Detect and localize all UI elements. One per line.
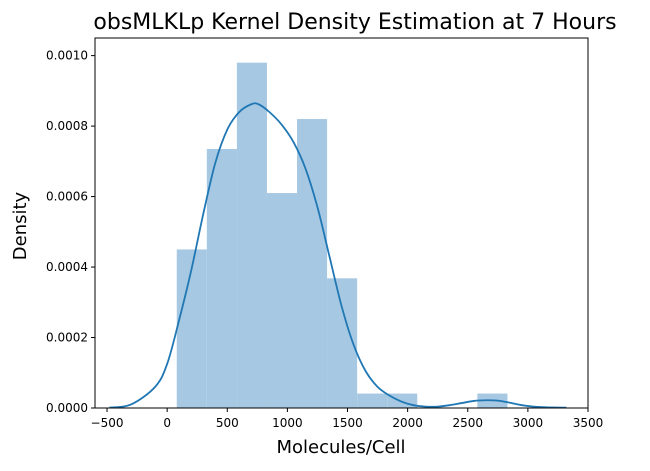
chart-title: obsMLKLp Kernel Density Estimation at 7 … <box>93 10 616 35</box>
x-tick-label: 2500 <box>452 416 483 430</box>
x-tick-label: −500 <box>91 416 124 430</box>
kde-curve-layer <box>109 102 567 409</box>
histogram-bars <box>176 62 508 409</box>
y-axis-ticks: 0.0000 0.0002 0.0004 0.0006 0.0008 0.0010 <box>46 49 95 415</box>
histogram-bar-1 <box>206 149 237 408</box>
histogram-bar-6 <box>357 393 388 408</box>
x-axis-ticks: −500 0 500 1000 1500 2000 2500 3000 3500 <box>91 408 604 430</box>
x-tick-label: 1500 <box>332 416 363 430</box>
y-tick-label: 0.0004 <box>46 260 88 274</box>
y-tick-label: 0.0000 <box>46 401 88 415</box>
x-tick-label: 3500 <box>573 416 604 430</box>
y-tick-label: 0.0008 <box>46 119 88 133</box>
histogram-bar-2 <box>236 62 267 409</box>
plot-frame <box>94 37 589 409</box>
histogram-bar-3 <box>266 193 298 408</box>
y-tick-label: 0.0002 <box>46 331 88 345</box>
kde-line <box>109 102 567 409</box>
x-tick-label: 3000 <box>513 416 544 430</box>
histogram-bar-4 <box>297 119 328 409</box>
x-tick-label: 500 <box>216 416 239 430</box>
x-axis-label: Molecules/Cell <box>276 437 405 458</box>
x-tick-label: 2000 <box>392 416 423 430</box>
y-tick-label: 0.0006 <box>46 190 88 204</box>
histogram-bar-0 <box>176 249 207 408</box>
y-axis-label: Density <box>10 191 31 260</box>
x-tick-label: 0 <box>163 416 171 430</box>
x-tick-label: 1000 <box>272 416 303 430</box>
axes <box>94 37 589 409</box>
y-tick-label: 0.0010 <box>46 49 88 63</box>
